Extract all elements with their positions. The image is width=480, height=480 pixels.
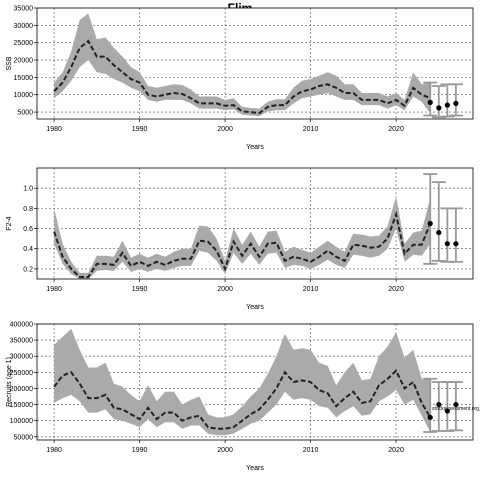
y-tick-label: 0.6: [23, 226, 33, 233]
x-tick-label: 1980: [46, 286, 62, 293]
x-tick-label: 2020: [388, 447, 404, 454]
forecast-point: [453, 100, 459, 106]
panels: 1980 1990 2000 2010 2020 5000 10000 15000 20000 2…: [6, 6, 480, 473]
confidence-band: [54, 13, 431, 117]
y-tick-label: 150000: [10, 402, 33, 409]
x-axis-label: Years: [246, 144, 264, 151]
x-tick-label: 2010: [303, 126, 319, 133]
forecast-point: [427, 414, 433, 421]
x-tick-label: 1990: [132, 126, 148, 133]
y-tick-label: 10000: [14, 92, 34, 99]
y-tick-label: 35000: [14, 6, 34, 13]
y-axis-label: SSB: [6, 56, 13, 70]
y-tick-label: 350000: [10, 338, 33, 345]
x-tick-label: 2000: [217, 447, 233, 454]
median-line: [53, 210, 432, 278]
y-tick-label: 25000: [14, 40, 34, 47]
forecast-point: [427, 220, 433, 227]
x-axis-label: Years: [246, 465, 264, 472]
x-tick-label: 2000: [217, 286, 233, 293]
forecast-point: [436, 229, 442, 236]
x-tick-label: 2020: [388, 126, 404, 133]
y-tick-label: 15000: [14, 75, 34, 82]
forecast-point: [453, 241, 459, 247]
y-tick-label: 50000: [14, 434, 34, 441]
forecast-point: [453, 401, 459, 408]
median-line: [53, 369, 432, 430]
x-axis-label: Years: [246, 304, 264, 311]
x-tick-label: 2000: [217, 126, 233, 133]
y-tick-label: 1.0: [23, 186, 33, 193]
x-tick-label: 2010: [303, 447, 319, 454]
y-tick-label: 0.8: [23, 206, 33, 213]
x-tick-label: 1990: [132, 286, 148, 293]
forecast-point: [444, 408, 450, 414]
plot-frame: [36, 7, 474, 120]
confidence-band: [54, 196, 431, 279]
plot-frame: [36, 323, 474, 441]
panel-2: 1980 1990 2000 2010 2020 0.2 0.4 0.6 0.8 1.0 Years…: [6, 167, 474, 311]
x-tick-label: 1980: [46, 126, 62, 133]
forecast-point: [436, 401, 442, 408]
y-tick-label: 5000: [17, 110, 33, 117]
x-tick-label: 2020: [388, 286, 404, 293]
forecast-point: [427, 99, 433, 105]
forecast-point: [444, 241, 450, 247]
forecast-point: [436, 105, 442, 111]
source-annotation: stockassessment.org_NSFIC2857_Flim_96_04…: [432, 406, 480, 412]
y-tick-label: 250000: [10, 370, 33, 377]
y-axis-label: F2-4: [6, 216, 13, 231]
x-tick-label: 1990: [132, 447, 148, 454]
y-tick-label: 400000: [10, 322, 33, 329]
plot-frame: [36, 167, 474, 280]
y-tick-label: 0.2: [23, 266, 33, 273]
y-tick-label: 200000: [10, 386, 33, 393]
x-tick-label: 2010: [303, 286, 319, 293]
forecast-point: [444, 102, 450, 108]
y-tick-label: 100000: [10, 418, 33, 425]
panel-3: 1980 1990 2000 2010 2020 50000 100000 150000 200…: [6, 322, 474, 472]
x-tick-label: 1980: [46, 447, 62, 454]
y-axis-label: Recruits (age 1): [6, 357, 13, 407]
y-tick-label: 20000: [14, 58, 34, 65]
median-line: [53, 39, 431, 115]
y-tick-label: 300000: [10, 354, 33, 361]
y-tick-label: 0.4: [23, 246, 33, 253]
panel-1: 1980 1990 2000 2010 2020 5000 10000 15000 20000 2…: [6, 6, 474, 151]
y-tick-label: 30000: [14, 23, 34, 30]
